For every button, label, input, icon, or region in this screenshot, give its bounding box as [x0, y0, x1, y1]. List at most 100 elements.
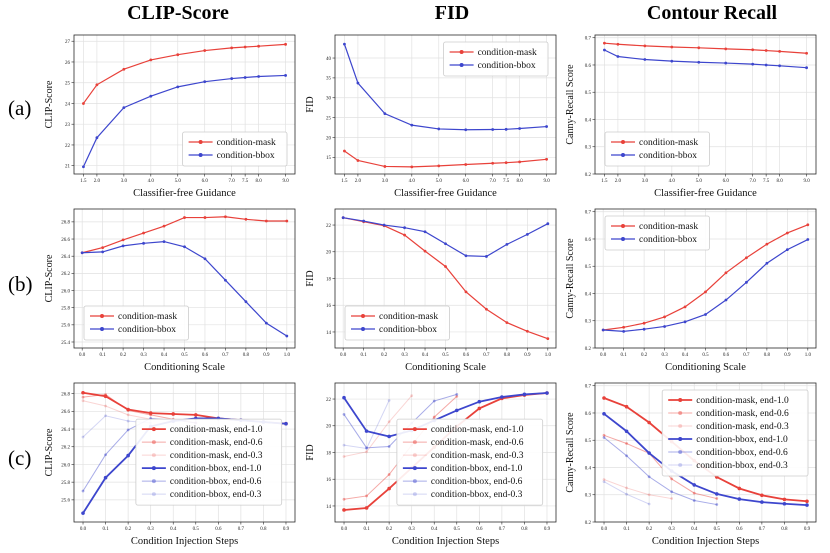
data-point	[504, 161, 508, 165]
data-point	[444, 265, 447, 268]
y-tick-label: 0.7	[585, 385, 592, 390]
data-point	[203, 49, 207, 52]
chart-c-contour-recall: 0.0 0.1 0.2 0.3 0.4 0.5 0.6 0.7 0.8 0.9 0.2 0.3 0.4 0…	[565, 376, 823, 548]
legend: condition-mask, end-1.0 condition-mask, e…	[396, 418, 544, 506]
chart-a-fid-svg: 1.5 2.0 3.0 4.0 5.0 6.0 7.0 7.5 8.0 9.0 15 20 25 30 35…	[305, 34, 557, 199]
x-tick-label: 2.0	[355, 179, 362, 184]
y-tick-label: 25.8	[61, 306, 70, 311]
data-point	[545, 125, 548, 128]
data-point	[764, 63, 768, 67]
legend-label: condition-mask	[639, 138, 698, 148]
series-line	[343, 392, 548, 438]
x-tick-label: 9.0	[543, 179, 550, 184]
x-axis-label: Condition Injection Steps	[131, 536, 238, 547]
x-tick-label: 4.0	[148, 179, 155, 184]
y-tick-label: 14	[326, 505, 332, 510]
legend: condition-mask condition-bbox	[604, 131, 710, 167]
data-point	[176, 85, 180, 89]
x-tick-label: 0.9	[544, 527, 551, 532]
y-tick-label: 16	[326, 304, 332, 309]
data-point	[101, 250, 105, 254]
data-point	[103, 475, 108, 480]
data-point	[647, 475, 651, 479]
y-tick-label: 26.4	[61, 428, 70, 433]
data-point	[203, 80, 207, 84]
data-point	[410, 123, 414, 127]
legend-label: condition-bbox, end-1.0	[696, 435, 788, 445]
chart-c-clip-score: 0.0 0.1 0.2 0.3 0.4 0.5 0.6 0.7 0.8 0.9 25.6 25.8 26…	[44, 376, 302, 548]
data-point	[464, 254, 468, 258]
x-tick-label: 8.0	[516, 179, 523, 184]
x-tick-label: 6.0	[463, 179, 470, 184]
data-point	[387, 434, 391, 439]
chart-b-clip-score: 0.0 0.1 0.2 0.3 0.4 0.5 0.6 0.7 0.8 0.9 1.0 25.4 25.…	[44, 202, 302, 374]
legend-label: condition-mask, end-1.0	[431, 425, 524, 435]
data-point	[765, 261, 769, 265]
data-point	[485, 255, 488, 258]
series-line	[82, 43, 286, 104]
x-tick-label: 0.3	[401, 353, 408, 358]
x-tick-label: 0.8	[243, 353, 250, 358]
data-point	[782, 501, 787, 506]
x-tick-label: 0.5	[193, 527, 200, 532]
y-tick-label: 25	[326, 116, 332, 121]
x-tick-label: 0.3	[669, 527, 676, 532]
y-tick-label: 0.5	[585, 265, 592, 270]
data-point	[663, 325, 666, 328]
data-point	[491, 161, 495, 165]
x-tick-label: 0.6	[736, 527, 743, 532]
x-tick-label: 6.0	[723, 179, 730, 184]
x-tick-label: 9.0	[803, 179, 810, 184]
chart-a-clip-score: 1.5 2.0 3.0 4.0 5.0 6.0 7.0 7.5 8.0 9.0 21 22 23 24 25…	[44, 28, 302, 200]
data-point	[104, 414, 107, 418]
y-tick-label: 26.0	[61, 289, 70, 294]
data-point	[342, 443, 346, 447]
data-point	[410, 394, 414, 398]
y-tick-label: 26.0	[61, 463, 70, 468]
data-point	[342, 497, 346, 501]
data-point	[624, 404, 629, 409]
x-tick-label: 7.0	[490, 179, 497, 184]
row-label-b: (b)	[8, 272, 33, 296]
column-header-fid: FID	[434, 2, 470, 24]
data-point	[444, 242, 447, 246]
legend-label: condition-bbox	[639, 235, 697, 245]
x-tick-label: 0.4	[170, 527, 177, 532]
data-point	[782, 497, 787, 502]
data-point	[602, 411, 606, 416]
legend: condition-mask condition-bbox	[344, 305, 450, 341]
data-point	[670, 497, 674, 500]
data-point	[126, 453, 130, 458]
data-point	[101, 246, 105, 250]
data-point	[224, 278, 227, 282]
data-point	[203, 257, 207, 261]
data-point	[625, 454, 628, 458]
x-tick-label: 0.6	[215, 527, 222, 532]
y-tick-label: 20	[326, 136, 332, 141]
data-point	[171, 412, 176, 416]
y-tick-label: 16	[326, 478, 332, 483]
data-point	[643, 44, 647, 48]
data-point	[383, 112, 387, 116]
x-tick-label: 0.7	[222, 353, 229, 358]
data-point	[806, 223, 810, 227]
y-tick-label: 40	[326, 57, 332, 62]
y-tick-label: 20	[326, 251, 332, 256]
data-point	[343, 149, 346, 153]
y-tick-label: 21	[65, 165, 71, 170]
data-point	[193, 413, 198, 417]
data-point	[683, 320, 687, 324]
chart-a-contour-recall: 1.5 2.0 3.0 4.0 5.0 6.0 7.0 7.5 8.0 9.0 0.2 0.3 0.4 0…	[565, 28, 823, 200]
data-point	[525, 232, 529, 236]
y-tick-label: 26.6	[61, 238, 70, 243]
series-line	[603, 479, 672, 500]
x-tick-label: 7.0	[750, 179, 757, 184]
x-tick-label: 0.5	[454, 527, 461, 532]
x-tick-label: 0.4	[431, 527, 438, 532]
y-tick-label: 18	[326, 451, 332, 456]
y-tick-label: 0.7	[585, 37, 592, 42]
data-point	[121, 244, 125, 248]
y-axis-label: CLIP-Score	[44, 254, 55, 302]
x-tick-label: 5.0	[436, 179, 443, 184]
x-tick-label: 0.9	[524, 353, 531, 358]
